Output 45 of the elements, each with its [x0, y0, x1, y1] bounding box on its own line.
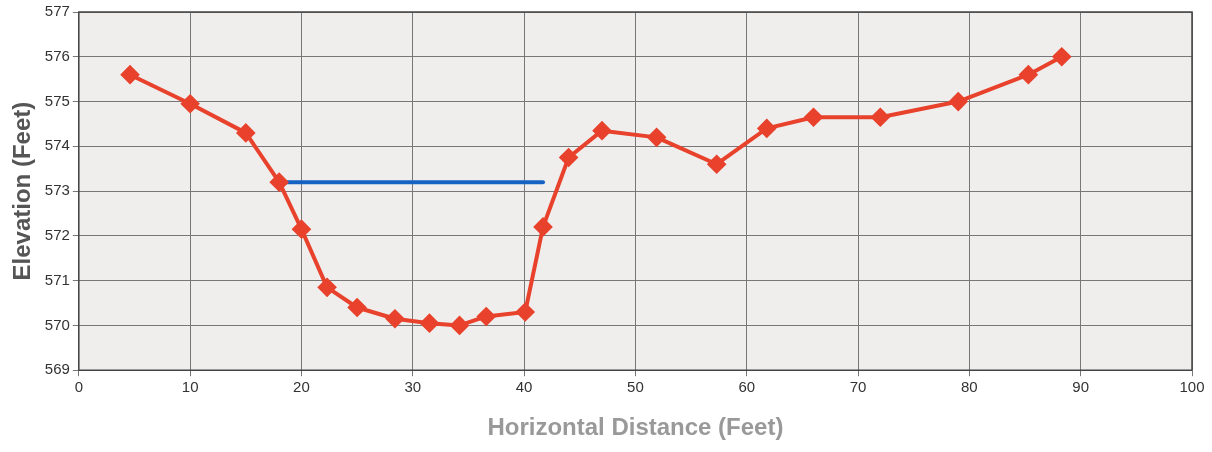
y-axis-title: Elevation (Feet) [8, 101, 36, 281]
point [1019, 65, 1038, 84]
x-tick-label: 30 [404, 378, 422, 396]
point [477, 307, 496, 326]
x-tick-label: 90 [1072, 378, 1090, 396]
x-tick-label: 60 [738, 378, 756, 396]
point [292, 220, 311, 239]
point [593, 121, 612, 140]
y-tick-label: 569 [44, 360, 70, 378]
x-tick-label: 0 [74, 378, 83, 396]
y-tick-label: 576 [44, 46, 70, 64]
point [871, 108, 890, 127]
point [559, 148, 578, 167]
x-tick-label: 20 [293, 378, 310, 396]
point [757, 119, 776, 138]
point [707, 155, 726, 174]
point [318, 278, 337, 297]
point [348, 298, 367, 317]
point [270, 173, 289, 192]
x-tick-label: 100 [1179, 378, 1205, 396]
x-tick-label: 10 [181, 378, 199, 396]
x-tick-label: 70 [849, 378, 867, 396]
point [534, 217, 553, 236]
point [949, 92, 968, 111]
x-tick-label: 40 [515, 378, 533, 396]
point [647, 128, 666, 147]
y-tick-label: 573 [44, 181, 70, 199]
y-tick-label: 577 [44, 2, 70, 20]
y-tick-label: 574 [44, 136, 70, 154]
point [121, 65, 140, 84]
x-tick-label: 50 [627, 378, 644, 396]
point [516, 302, 535, 321]
point [420, 314, 439, 333]
y-tick-label: 575 [44, 91, 70, 109]
point [1052, 47, 1071, 66]
y-tick-label: 571 [44, 270, 70, 288]
point [804, 108, 823, 127]
point [181, 94, 200, 113]
x-axis-title: Horizontal Distance (Feet) [487, 413, 784, 441]
x-tick-label: 80 [961, 378, 978, 396]
y-tick-label: 572 [44, 226, 70, 244]
point [450, 316, 469, 335]
point [385, 309, 404, 328]
point [236, 123, 255, 142]
y-tick-label: 570 [44, 315, 70, 333]
